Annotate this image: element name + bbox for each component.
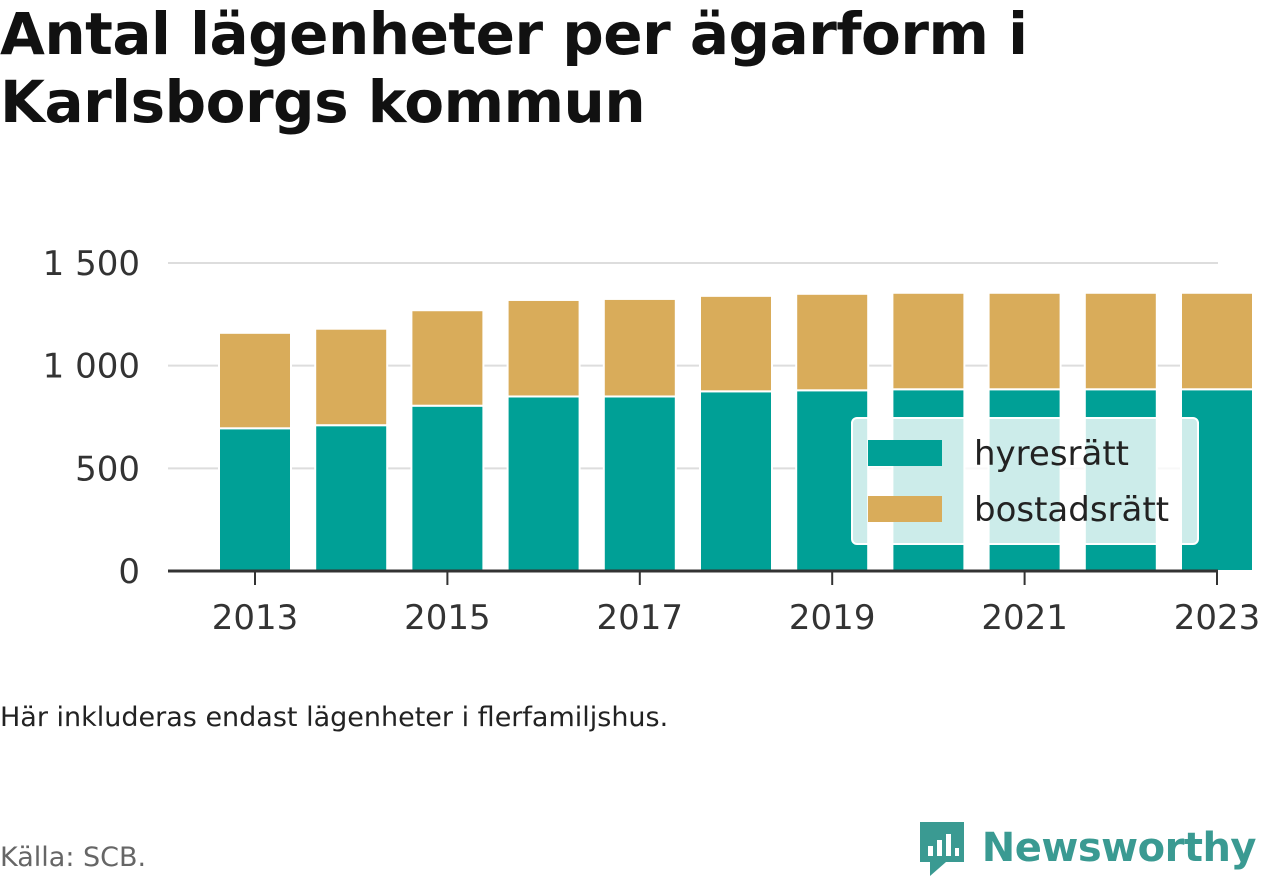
chart-note: Här inkluderas endast lägenheter i flerf… bbox=[0, 702, 669, 733]
chart-title: Antal lägenheter per ägarform i Karlsbor… bbox=[0, 0, 1028, 136]
legend-label: hyresrätt bbox=[974, 434, 1129, 474]
y-tick-label: 0 bbox=[118, 552, 140, 592]
newsworthy-logo-icon bbox=[919, 822, 964, 876]
x-tick-label: 2019 bbox=[789, 598, 876, 638]
y-axis-ticks: 0 500 1 000 1 500 bbox=[43, 244, 140, 592]
x-tick-label: 2017 bbox=[597, 598, 684, 638]
brand-logo: Newsworthy bbox=[916, 818, 1257, 878]
bar-bostadsratt bbox=[795, 292, 870, 392]
bar-bostadsratt bbox=[1083, 291, 1158, 391]
bar-hyresratt bbox=[699, 390, 773, 572]
bar-hyresratt bbox=[602, 395, 677, 572]
bar-bostadsratt bbox=[410, 309, 485, 407]
source-text: Källa: SCB. bbox=[0, 842, 147, 873]
legend-swatch bbox=[868, 440, 942, 466]
x-tick-label: 2015 bbox=[404, 598, 491, 638]
bar-bostadsratt bbox=[218, 331, 292, 430]
y-tick-label: 1 500 bbox=[43, 244, 140, 284]
y-tick-label: 500 bbox=[75, 449, 140, 489]
legend: hyresrätt bostadsrätt bbox=[851, 417, 1199, 545]
bar-bostadsratt bbox=[987, 291, 1062, 391]
y-tick-label: 1 000 bbox=[43, 347, 140, 387]
x-axis-ticks: 2013 2015 2017 2019 2021 2023 bbox=[212, 571, 1261, 638]
bar-bostadsratt bbox=[699, 294, 773, 393]
bar-bostadsratt bbox=[1180, 291, 1254, 391]
bar-hyresratt bbox=[410, 404, 485, 572]
x-tick-label: 2013 bbox=[212, 598, 299, 638]
bar-hyresratt bbox=[314, 424, 389, 572]
x-tick-label: 2023 bbox=[1174, 598, 1261, 638]
bar-bostadsratt bbox=[314, 327, 389, 427]
brand-name: Newsworthy bbox=[981, 825, 1257, 871]
bar-bostadsratt bbox=[602, 297, 677, 398]
bar-bostadsratt bbox=[506, 298, 581, 398]
bar-bostadsratt bbox=[891, 291, 966, 391]
legend-label: bostadsrätt bbox=[974, 490, 1169, 530]
bar-hyresratt bbox=[218, 427, 292, 572]
x-tick-label: 2021 bbox=[981, 598, 1068, 638]
bar-hyresratt bbox=[506, 395, 581, 572]
legend-swatch bbox=[868, 496, 942, 522]
